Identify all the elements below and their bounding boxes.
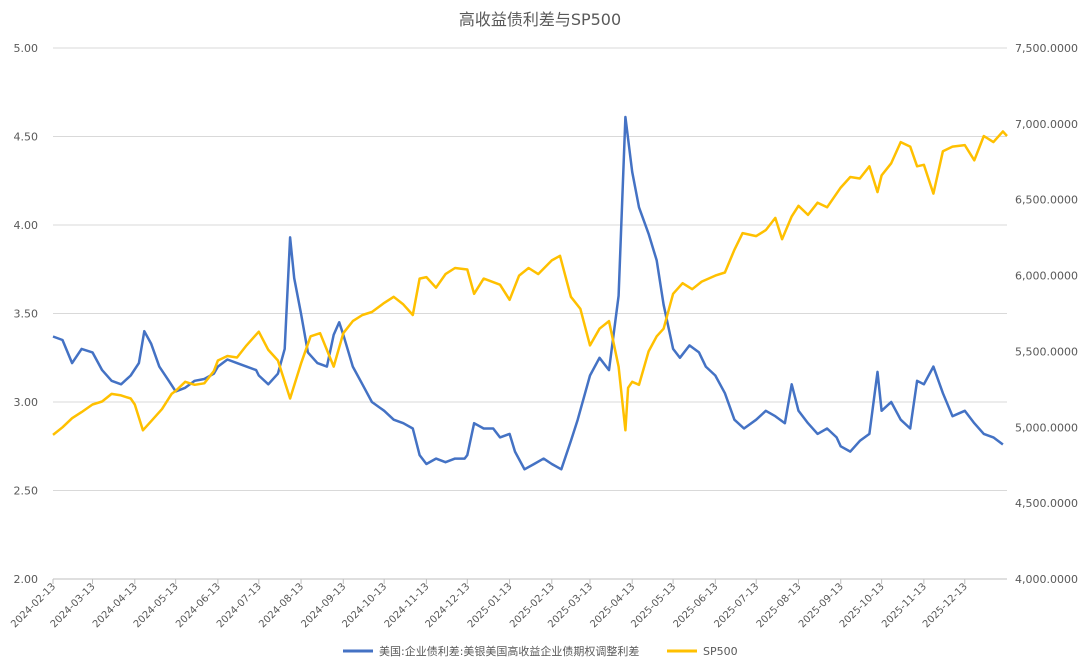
- y-left-tick-label: 2.50: [14, 485, 39, 498]
- y-right-tick-label: 4,500.0000: [1015, 497, 1078, 510]
- series-lines: [52, 115, 1008, 471]
- y-right-tick-label: 7,500.0000: [1015, 42, 1078, 55]
- y-left-tick-label: 3.00: [14, 396, 39, 409]
- legend: 美国:企业债利差:美银美国高收益企业债期权调整利差 SP500: [343, 644, 738, 658]
- legend-label-2: SP500: [703, 645, 738, 658]
- series-line-1: [52, 115, 1004, 471]
- y-left-tick-label: 4.50: [14, 131, 39, 144]
- right-y-axis: 4,000.0000 4,500.0000 5,000.0000 5,500.0000…: [1015, 42, 1078, 586]
- y-right-tick-label: 5,000.0000: [1015, 421, 1078, 434]
- y-left-tick-label: 2.00: [14, 573, 39, 586]
- y-left-tick-label: 5.00: [14, 42, 39, 55]
- y-right-tick-label: 5,500.0000: [1015, 345, 1078, 358]
- left-y-axis: 2.00 2.50 3.00 3.50 4.00 4.50 5.00: [14, 42, 39, 586]
- series-line-2: [52, 130, 1008, 436]
- y-left-tick-label: 3.50: [14, 308, 39, 321]
- y-right-tick-label: 7,000.0000: [1015, 118, 1078, 131]
- y-right-tick-label: 4,000.0000: [1015, 573, 1078, 586]
- chart-title: 高收益债利差与SP500: [459, 10, 621, 29]
- y-right-tick-label: 6,500.0000: [1015, 194, 1078, 207]
- gridlines: [53, 47, 1007, 580]
- y-right-tick-label: 6,000.0000: [1015, 270, 1078, 283]
- legend-label-1: 美国:企业债利差:美银美国高收益企业债期权调整利差: [379, 644, 639, 658]
- x-axis: 2024-02-132024-03-132024-04-132024-05-13…: [9, 578, 1007, 630]
- y-left-tick-label: 4.00: [14, 219, 39, 232]
